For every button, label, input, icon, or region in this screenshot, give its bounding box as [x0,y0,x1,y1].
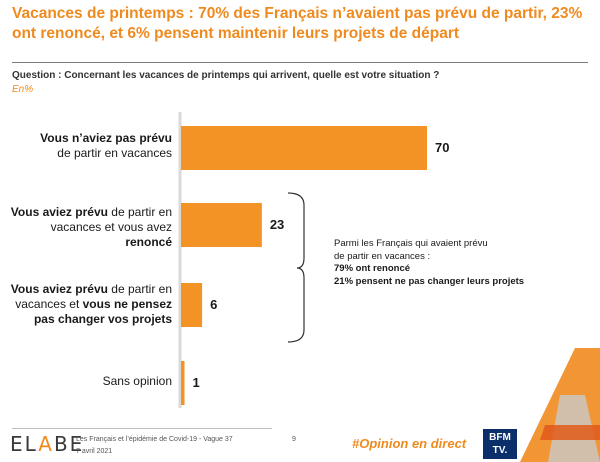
bar-0 [181,126,427,170]
category-label-not-planned: Vous n’aviez pas prévu de partir en vacan… [40,131,172,160]
page-number: 9 [292,436,296,443]
study-date: 7 avril 2021 [76,448,113,455]
footer-divider [12,428,272,429]
question-text: Question : Concernant les vacances de pr… [12,70,440,81]
title-divider [12,62,588,63]
study-name: Les Français et l’épidémie de Covid-19 -… [76,436,233,443]
value-label: 1 [192,375,200,390]
category-label-maintain: Vous aviez prévu de partir en vacances e… [10,282,172,326]
value-label: 6 [210,297,218,312]
slide-title: Vacances de printemps : 70% des Français… [12,5,583,42]
bar-2 [181,283,203,327]
value-label: 23 [269,217,285,232]
category-label-renounced: Vous aviez prévu de partir en vacances e… [10,205,172,249]
bar-3 [181,361,185,405]
category-label-no-opinion: Sans opinion [102,374,172,388]
value-label: 70 [435,140,450,155]
bar-1 [181,203,262,247]
bfmtv-logo: BFM TV. [483,429,517,459]
bracket-brace [287,192,305,343]
annotation-note: Parmi les Français qui avaient prévu de … [334,238,525,287]
hashtag: #Opinion en direct [352,436,467,451]
unit-label: En% [12,84,34,95]
elabe-logo: ELABE [10,432,85,456]
